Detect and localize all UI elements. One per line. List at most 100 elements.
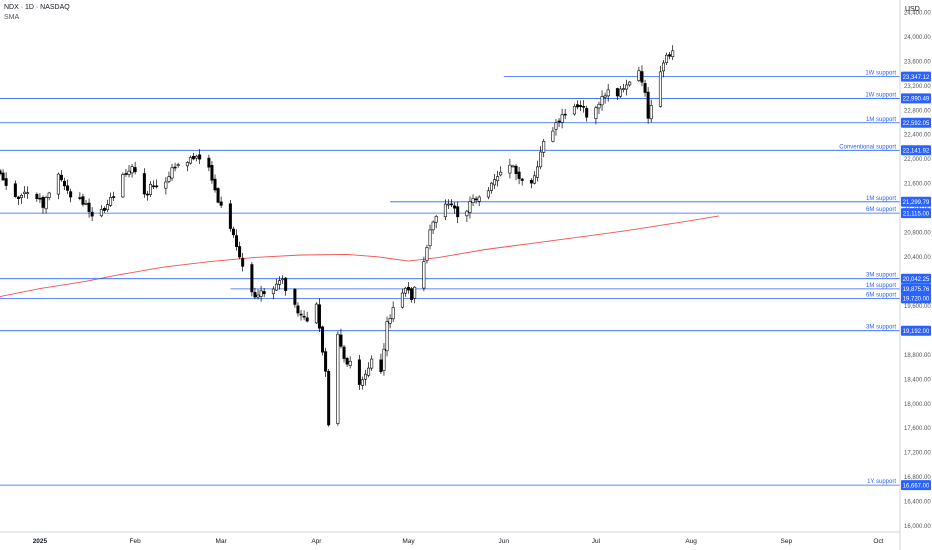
candle-body[interactable] — [618, 88, 622, 97]
candle-body[interactable] — [468, 201, 472, 213]
candle-body[interactable] — [434, 215, 438, 223]
candle-body[interactable] — [529, 179, 533, 184]
candle-body[interactable] — [532, 175, 536, 184]
candle-body[interactable] — [185, 162, 189, 167]
candle-body[interactable] — [413, 286, 417, 299]
candle-body[interactable] — [493, 179, 497, 186]
candle-body[interactable] — [508, 164, 512, 174]
candle-body[interactable] — [661, 62, 665, 72]
candle-body[interactable] — [321, 326, 325, 353]
candle-body[interactable] — [450, 203, 454, 206]
candle-body[interactable] — [296, 305, 300, 314]
candle-body[interactable] — [370, 358, 374, 369]
candle-body[interactable] — [572, 106, 576, 115]
candle-body[interactable] — [152, 185, 156, 188]
candle-body[interactable] — [0, 170, 2, 175]
candle-body[interactable] — [81, 196, 85, 205]
candle-body[interactable] — [520, 178, 524, 181]
candle-body[interactable] — [665, 54, 669, 63]
candle-body[interactable] — [63, 180, 67, 187]
candle-body[interactable] — [477, 196, 481, 202]
candle-body[interactable] — [327, 370, 331, 426]
candle-body[interactable] — [38, 197, 42, 200]
candle-body[interactable] — [299, 313, 303, 316]
candle-body[interactable] — [293, 288, 297, 305]
candle-body[interactable] — [628, 81, 632, 86]
candle-body[interactable] — [198, 154, 202, 160]
candle-body[interactable] — [26, 192, 30, 194]
candle-body[interactable] — [428, 229, 432, 247]
candle-body[interactable] — [250, 264, 254, 293]
candle-body[interactable] — [668, 54, 672, 57]
candle-body[interactable] — [256, 294, 260, 298]
candle-body[interactable] — [600, 96, 604, 106]
candle-body[interactable] — [597, 103, 601, 109]
candle-body[interactable] — [511, 165, 515, 168]
candle-body[interactable] — [173, 166, 177, 169]
candle-body[interactable] — [615, 88, 619, 97]
candle-body[interactable] — [575, 104, 579, 108]
candle-body[interactable] — [499, 171, 503, 176]
candle-body[interactable] — [149, 183, 153, 195]
candle-body[interactable] — [112, 196, 116, 198]
candle-body[interactable] — [259, 290, 263, 297]
candle-body[interactable] — [127, 170, 131, 175]
candle-body[interactable] — [216, 188, 220, 203]
candle-body[interactable] — [486, 190, 490, 198]
candle-body[interactable] — [44, 197, 48, 210]
candle-body[interactable] — [579, 105, 583, 108]
candle-body[interactable] — [102, 207, 106, 211]
candle-body[interactable] — [192, 155, 196, 160]
candle-body[interactable] — [210, 165, 214, 181]
candle-body[interactable] — [66, 185, 70, 191]
candle-body[interactable] — [133, 167, 137, 173]
candle-body[interactable] — [403, 287, 407, 294]
candle-body[interactable] — [453, 205, 457, 209]
candle-body[interactable] — [422, 261, 426, 289]
candle-body[interactable] — [643, 83, 647, 93]
candle-body[interactable] — [339, 334, 343, 347]
candle-body[interactable] — [1, 172, 5, 181]
candle-body[interactable] — [281, 278, 285, 281]
candle-body[interactable] — [517, 171, 521, 179]
candle-body[interactable] — [284, 277, 288, 291]
candle-body[interactable] — [603, 95, 607, 98]
candle-body[interactable] — [176, 164, 180, 166]
candle-body[interactable] — [649, 105, 653, 120]
candle-body[interactable] — [124, 173, 128, 175]
candle-body[interactable] — [637, 70, 641, 81]
candle-body[interactable] — [59, 174, 63, 181]
candle-body[interactable] — [23, 191, 27, 194]
candle-body[interactable] — [539, 151, 543, 168]
candle-body[interactable] — [145, 193, 149, 196]
candle-body[interactable] — [238, 246, 242, 258]
candle-body[interactable] — [407, 286, 411, 291]
candle-body[interactable] — [471, 198, 475, 204]
candle-body[interactable] — [388, 317, 392, 324]
candle-body[interactable] — [446, 203, 450, 206]
candle-body[interactable] — [400, 292, 404, 308]
candle-body[interactable] — [35, 193, 39, 199]
candle-body[interactable] — [314, 303, 318, 324]
candle-body[interactable] — [317, 304, 321, 329]
candle-body[interactable] — [348, 360, 352, 366]
candle-body[interactable] — [90, 211, 94, 217]
candle-body[interactable] — [379, 359, 383, 373]
candle-body[interactable] — [594, 107, 598, 119]
candle-body[interactable] — [207, 157, 211, 168]
candle-body[interactable] — [271, 288, 275, 295]
candle-body[interactable] — [443, 203, 447, 218]
candle-body[interactable] — [563, 113, 567, 116]
candle-body[interactable] — [142, 173, 146, 195]
candle-body[interactable] — [262, 291, 266, 295]
candle-body[interactable] — [345, 357, 349, 365]
candle-body[interactable] — [465, 210, 469, 217]
candle-body[interactable] — [364, 373, 368, 380]
candle-body[interactable] — [20, 195, 24, 199]
candle-body[interactable] — [56, 173, 60, 195]
candle-body[interactable] — [41, 197, 45, 208]
candle-body[interactable] — [109, 197, 113, 206]
candle-body[interactable] — [367, 367, 371, 376]
candle-body[interactable] — [106, 204, 110, 211]
